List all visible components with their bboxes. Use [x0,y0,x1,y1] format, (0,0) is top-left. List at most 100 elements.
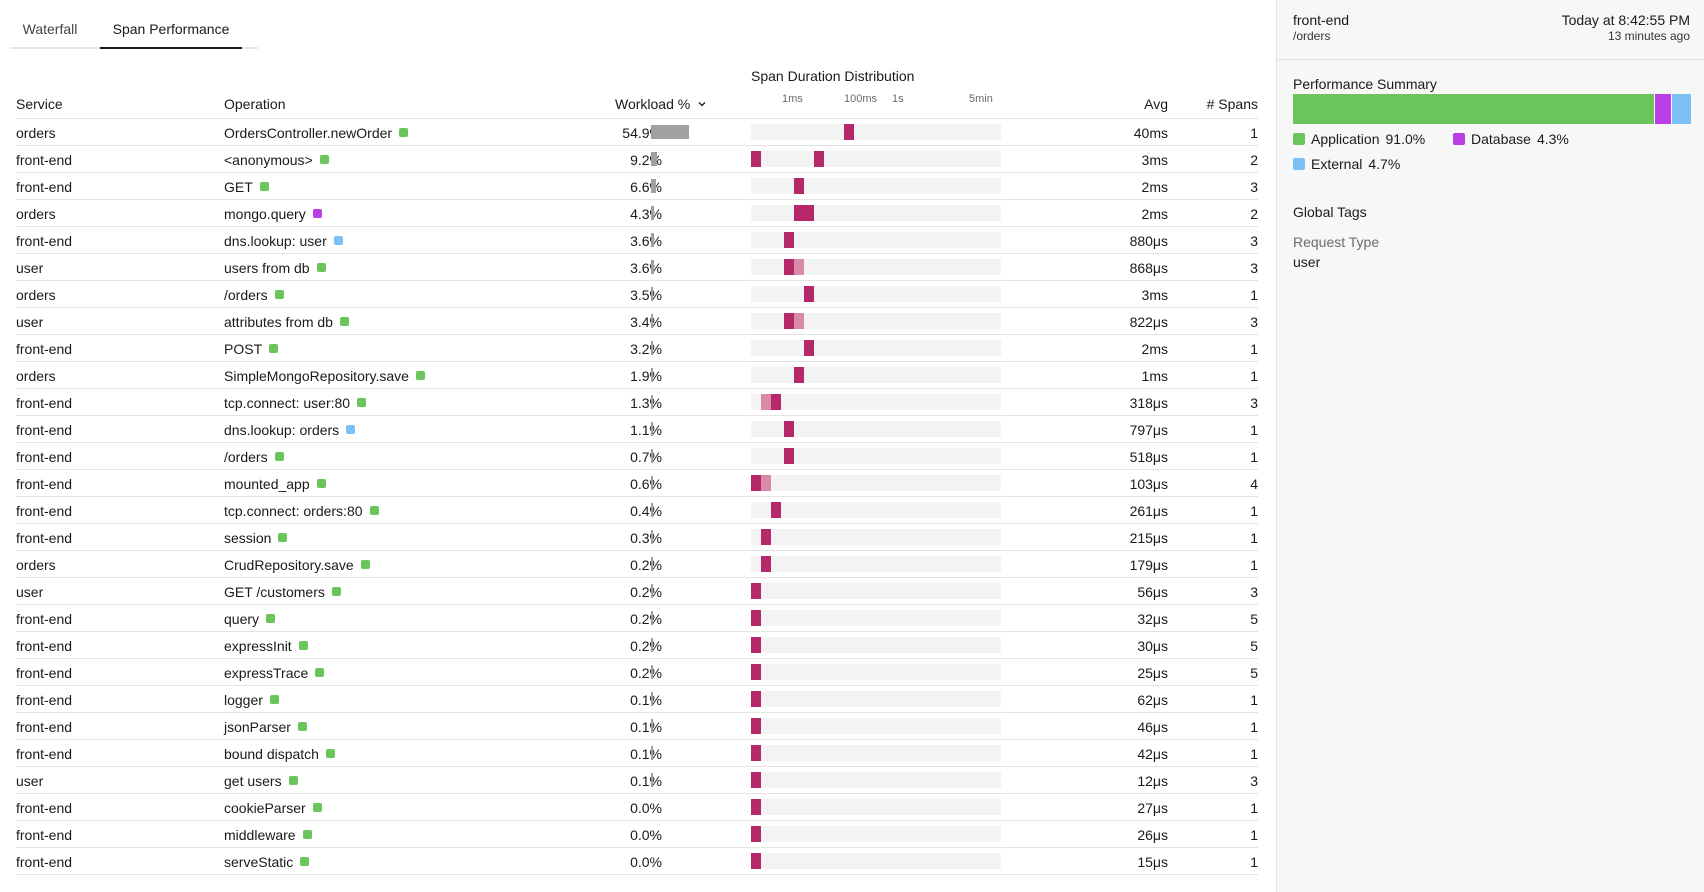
duration-distribution-track [751,529,1001,545]
table-row[interactable]: front-end serveStatic 0.0% 15μs 1 [16,848,1258,875]
tab-waterfall[interactable]: Waterfall [22,21,78,37]
table-row[interactable]: front-end bound dispatch 0.1% 42μs 1 [16,740,1258,767]
avg-duration-cell: 880μs [1129,233,1168,249]
avg-duration-cell: 62μs [1137,692,1168,708]
operation-cell: attributes from db [224,314,349,330]
table-row[interactable]: front-end middleware 0.0% 26μs 1 [16,821,1258,848]
table-row[interactable]: front-end session 0.3% 215μs 1 [16,524,1258,551]
column-header-avg[interactable]: Avg [1144,96,1168,112]
panel-divider [1277,59,1704,60]
span-count-cell: 2 [1250,152,1258,168]
service-cell: front-end [16,800,73,816]
span-count-cell: 1 [1250,449,1258,465]
column-header-workload[interactable]: Workload % [615,96,707,112]
workload-cell: 3.5% [630,287,662,303]
table-row[interactable]: front-end/orders 0.7% 518μs 1 [16,443,1258,470]
span-count-cell: 3 [1250,584,1258,600]
panel-operation-path: /orders [1293,29,1331,43]
span-count-cell: 3 [1250,179,1258,195]
application-category-marker [298,641,308,650]
chevron-down-icon [698,102,706,107]
table-row[interactable]: user users from db 3.6% 868μs 3 [16,254,1258,281]
workload-bar [651,368,653,382]
workload-cell: 0.1% [630,773,662,789]
table-row[interactable]: front-end expressTrace 0.2% 25μs 5 [16,659,1258,686]
operation-cell: expressInit [224,638,308,654]
duration-distribution-track [751,151,1001,167]
service-cell: front-end [16,854,73,870]
legend-database-percent: 4.3% [1536,131,1569,147]
table-row[interactable]: front-end <anonymous> 9.2% 3ms 2 [16,146,1258,173]
column-header-operation[interactable]: Operation [224,96,286,112]
table-row[interactable]: front-end mounted_app 0.6% 103μs 4 [16,470,1258,497]
operation-name: attributes from db [224,314,333,330]
table-row[interactable]: orders OrdersController.newOrder 54.9% 40ms… [16,119,1258,146]
operation-name: expressTrace [224,665,309,681]
duration-distribution-track [751,637,1001,653]
table-row[interactable]: front-end jsonParser 0.1% 46μs 1 [16,713,1258,740]
duration-distribution-track [751,691,1001,707]
duration-distribution-track [751,394,1001,410]
application-category-marker [325,749,335,758]
external-summary-segment[interactable] [1672,94,1691,124]
legend-application-label: Application [1311,131,1380,147]
duration-distribution-track [751,853,1001,869]
service-cell: orders [16,125,56,141]
workload-cell: 0.2% [630,584,662,600]
operation-cell: mounted_app [224,476,326,492]
column-header-spans[interactable]: # Spans [1206,96,1258,112]
workload-cell: 0.3% [630,530,662,546]
application-category-marker [315,668,325,677]
workload-bar [651,692,653,706]
table-row[interactable]: user GET /customers 0.2% 56μs 3 [16,578,1258,605]
workload-cell: 0.0% [630,800,662,816]
table-row[interactable]: user get users 0.1% 12μs 3 [16,767,1258,794]
table-row[interactable]: front-end tcp.connect: orders:80 0.4% 261μs… [16,497,1258,524]
table-row[interactable]: front-end expressInit 0.2% 30μs 5 [16,632,1258,659]
table-row[interactable]: front-end POST 3.2% 2ms 1 [16,335,1258,362]
span-count-cell: 1 [1250,557,1258,573]
workload-cell: 3.6% [630,233,662,249]
service-cell: front-end [16,449,73,465]
operation-name: jsonParser [224,719,291,735]
table-row[interactable]: front-end tcp.connect: user:80 1.3% 318μs 3 [16,389,1258,416]
panel-relative-time: 13 minutes ago [1607,29,1690,43]
span-count-cell: 3 [1250,233,1258,249]
avg-duration-cell: 25μs [1137,665,1168,681]
duration-bucket [761,475,771,491]
operation-name: /orders [224,449,268,465]
duration-bucket [771,502,781,518]
workload-bar [651,557,653,571]
table-row[interactable]: front-end dns.lookup: user 3.6% 880μs 3 [16,227,1258,254]
table-row[interactable]: front-end cookieParser 0.0% 27μs 1 [16,794,1258,821]
table-row[interactable]: orders CrudRepository.save 0.2% 179μs 1 [16,551,1258,578]
span-count-cell: 1 [1250,341,1258,357]
workload-bar [651,638,653,652]
duration-bucket [751,691,761,707]
tab-span-performance[interactable]: Span Performance [100,21,242,49]
span-count-cell: 1 [1250,287,1258,303]
table-row[interactable]: orders/orders 3.5% 3ms 1 [16,281,1258,308]
span-table-body: orders OrdersController.newOrder 54.9% 40ms… [16,119,1258,875]
duration-distribution-track [751,124,1001,140]
workload-cell: 54.9% [622,125,662,141]
workload-bar [651,395,653,409]
table-row[interactable]: front-end GET 6.6% 2ms 3 [16,173,1258,200]
column-header-service[interactable]: Service [16,96,63,112]
table-row[interactable]: front-end dns.lookup: orders 1.1% 797μs 1 [16,416,1258,443]
application-summary-segment[interactable] [1293,94,1655,124]
table-row[interactable]: user attributes from db 3.4% 822μs 3 [16,308,1258,335]
table-row[interactable]: front-end query 0.2% 32μs 5 [16,605,1258,632]
duration-distribution-track [751,583,1001,599]
workload-cell: 0.2% [630,665,662,681]
duration-distribution-track [751,205,1001,221]
application-category-marker [269,344,279,353]
duration-bucket [783,421,794,437]
database-summary-segment[interactable] [1655,94,1672,124]
table-row[interactable]: front-end logger 0.1% 62μs 1 [16,686,1258,713]
duration-bucket [751,826,761,842]
duration-bucket [793,178,804,194]
table-row[interactable]: orders SimpleMongoRepository.save 1.9% 1ms 1 [16,362,1258,389]
service-cell: front-end [16,638,73,654]
table-row[interactable]: orders mongo.query 4.3% 2ms 2 [16,200,1258,227]
